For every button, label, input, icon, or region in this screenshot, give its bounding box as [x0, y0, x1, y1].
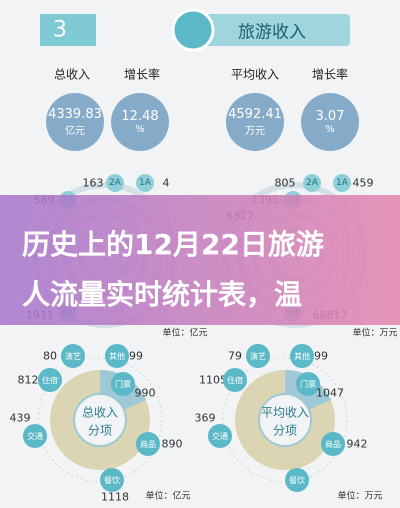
breakdown-label: 369 [194, 411, 216, 425]
breakdown-label: 商品 [321, 432, 345, 456]
breakdown-label: 812 [17, 373, 39, 387]
breakdown-label: 其他 [105, 344, 129, 368]
breakdown-label: 99 [314, 349, 328, 363]
breakdown-label: 439 [9, 411, 31, 425]
breakdown-label: 890 [161, 437, 183, 451]
stat-circle: 3.07% [301, 93, 359, 151]
stat-label: 总收入 [53, 67, 91, 82]
stat-unit: % [135, 124, 145, 135]
grade-label: 4 [162, 176, 170, 190]
grade-label: 1A [136, 174, 154, 192]
grade-label: 1A [333, 174, 351, 192]
banner-line: 人流量实时统计表，温 [22, 278, 303, 311]
header-icon [171, 8, 215, 52]
stat-circle: 4339.83 亿元 [46, 93, 104, 151]
breakdown-label: 演艺 [246, 344, 270, 368]
stat-label: 平均收入 [230, 67, 280, 82]
grade-label: 2A [303, 174, 321, 192]
grade-label: 459 [352, 176, 374, 190]
pie-center: 分项 [87, 423, 113, 438]
stat-value: 12.48 [121, 109, 159, 124]
breakdown-label: 1105 [199, 373, 227, 387]
stat-unit: 万元 [245, 126, 265, 137]
breakdown-label: 其他 [290, 344, 314, 368]
breakdown-label: 1047 [316, 386, 344, 400]
unit-label: 单位：亿元 [162, 328, 208, 339]
pie-center: 分项 [272, 423, 298, 438]
breakdown-label: 门票 [296, 372, 320, 396]
breakdown-label: 交通 [23, 424, 47, 448]
breakdown-label: 住宿 [38, 368, 62, 392]
breakdown-label: 990 [134, 386, 156, 400]
unit-label: 单位：万元 [352, 328, 398, 339]
pie-center: 平均收入 [260, 405, 310, 420]
breakdown-label: 交通 [208, 424, 232, 448]
stat-value: 4339.83 [48, 107, 102, 122]
breakdown-label: 942 [346, 437, 368, 451]
banner-line: 历史上的12月22日旅游 [22, 228, 324, 261]
section-box [40, 14, 96, 46]
breakdown-label: 1118 [101, 490, 129, 504]
stat-unit: 亿元 [65, 126, 85, 137]
breakdown-label: 住宿 [223, 368, 247, 392]
stat-label: 增长率 [311, 67, 349, 82]
breakdown-label: 商品 [136, 432, 160, 456]
unit-label: 单位：万元 [337, 491, 383, 502]
pie-center: 总收入 [81, 405, 119, 420]
stat-value: 4592.41 [228, 107, 282, 122]
header-box [190, 14, 350, 46]
breakdown-label: 门票 [111, 372, 135, 396]
section-number: 3 [53, 17, 67, 43]
stat-label: 增长率 [123, 67, 161, 82]
stat-value: 3.07 [315, 109, 345, 124]
breakdown-label: 餐饮 [100, 468, 124, 492]
grade-label: 805 [274, 176, 296, 190]
breakdown-label: 餐饮 [285, 468, 309, 492]
unit-label: 单位：亿元 [145, 491, 191, 502]
breakdown-label: 79 [228, 349, 242, 363]
breakdown-label: 演艺 [61, 344, 85, 368]
grade-label: 2A [106, 174, 124, 192]
breakdown-label: 99 [129, 349, 143, 363]
grade-label: 163 [82, 176, 104, 190]
stat-circle: 4592.41 万元 [226, 93, 284, 151]
stat-unit: % [325, 124, 335, 135]
stat-circle: 12.48% [111, 93, 169, 151]
banner: 历史上的12月22日旅游 人流量实时统计表，温 [0, 195, 400, 325]
header: 旅游收入 [238, 22, 306, 43]
breakdown-label: 80 [43, 349, 57, 363]
